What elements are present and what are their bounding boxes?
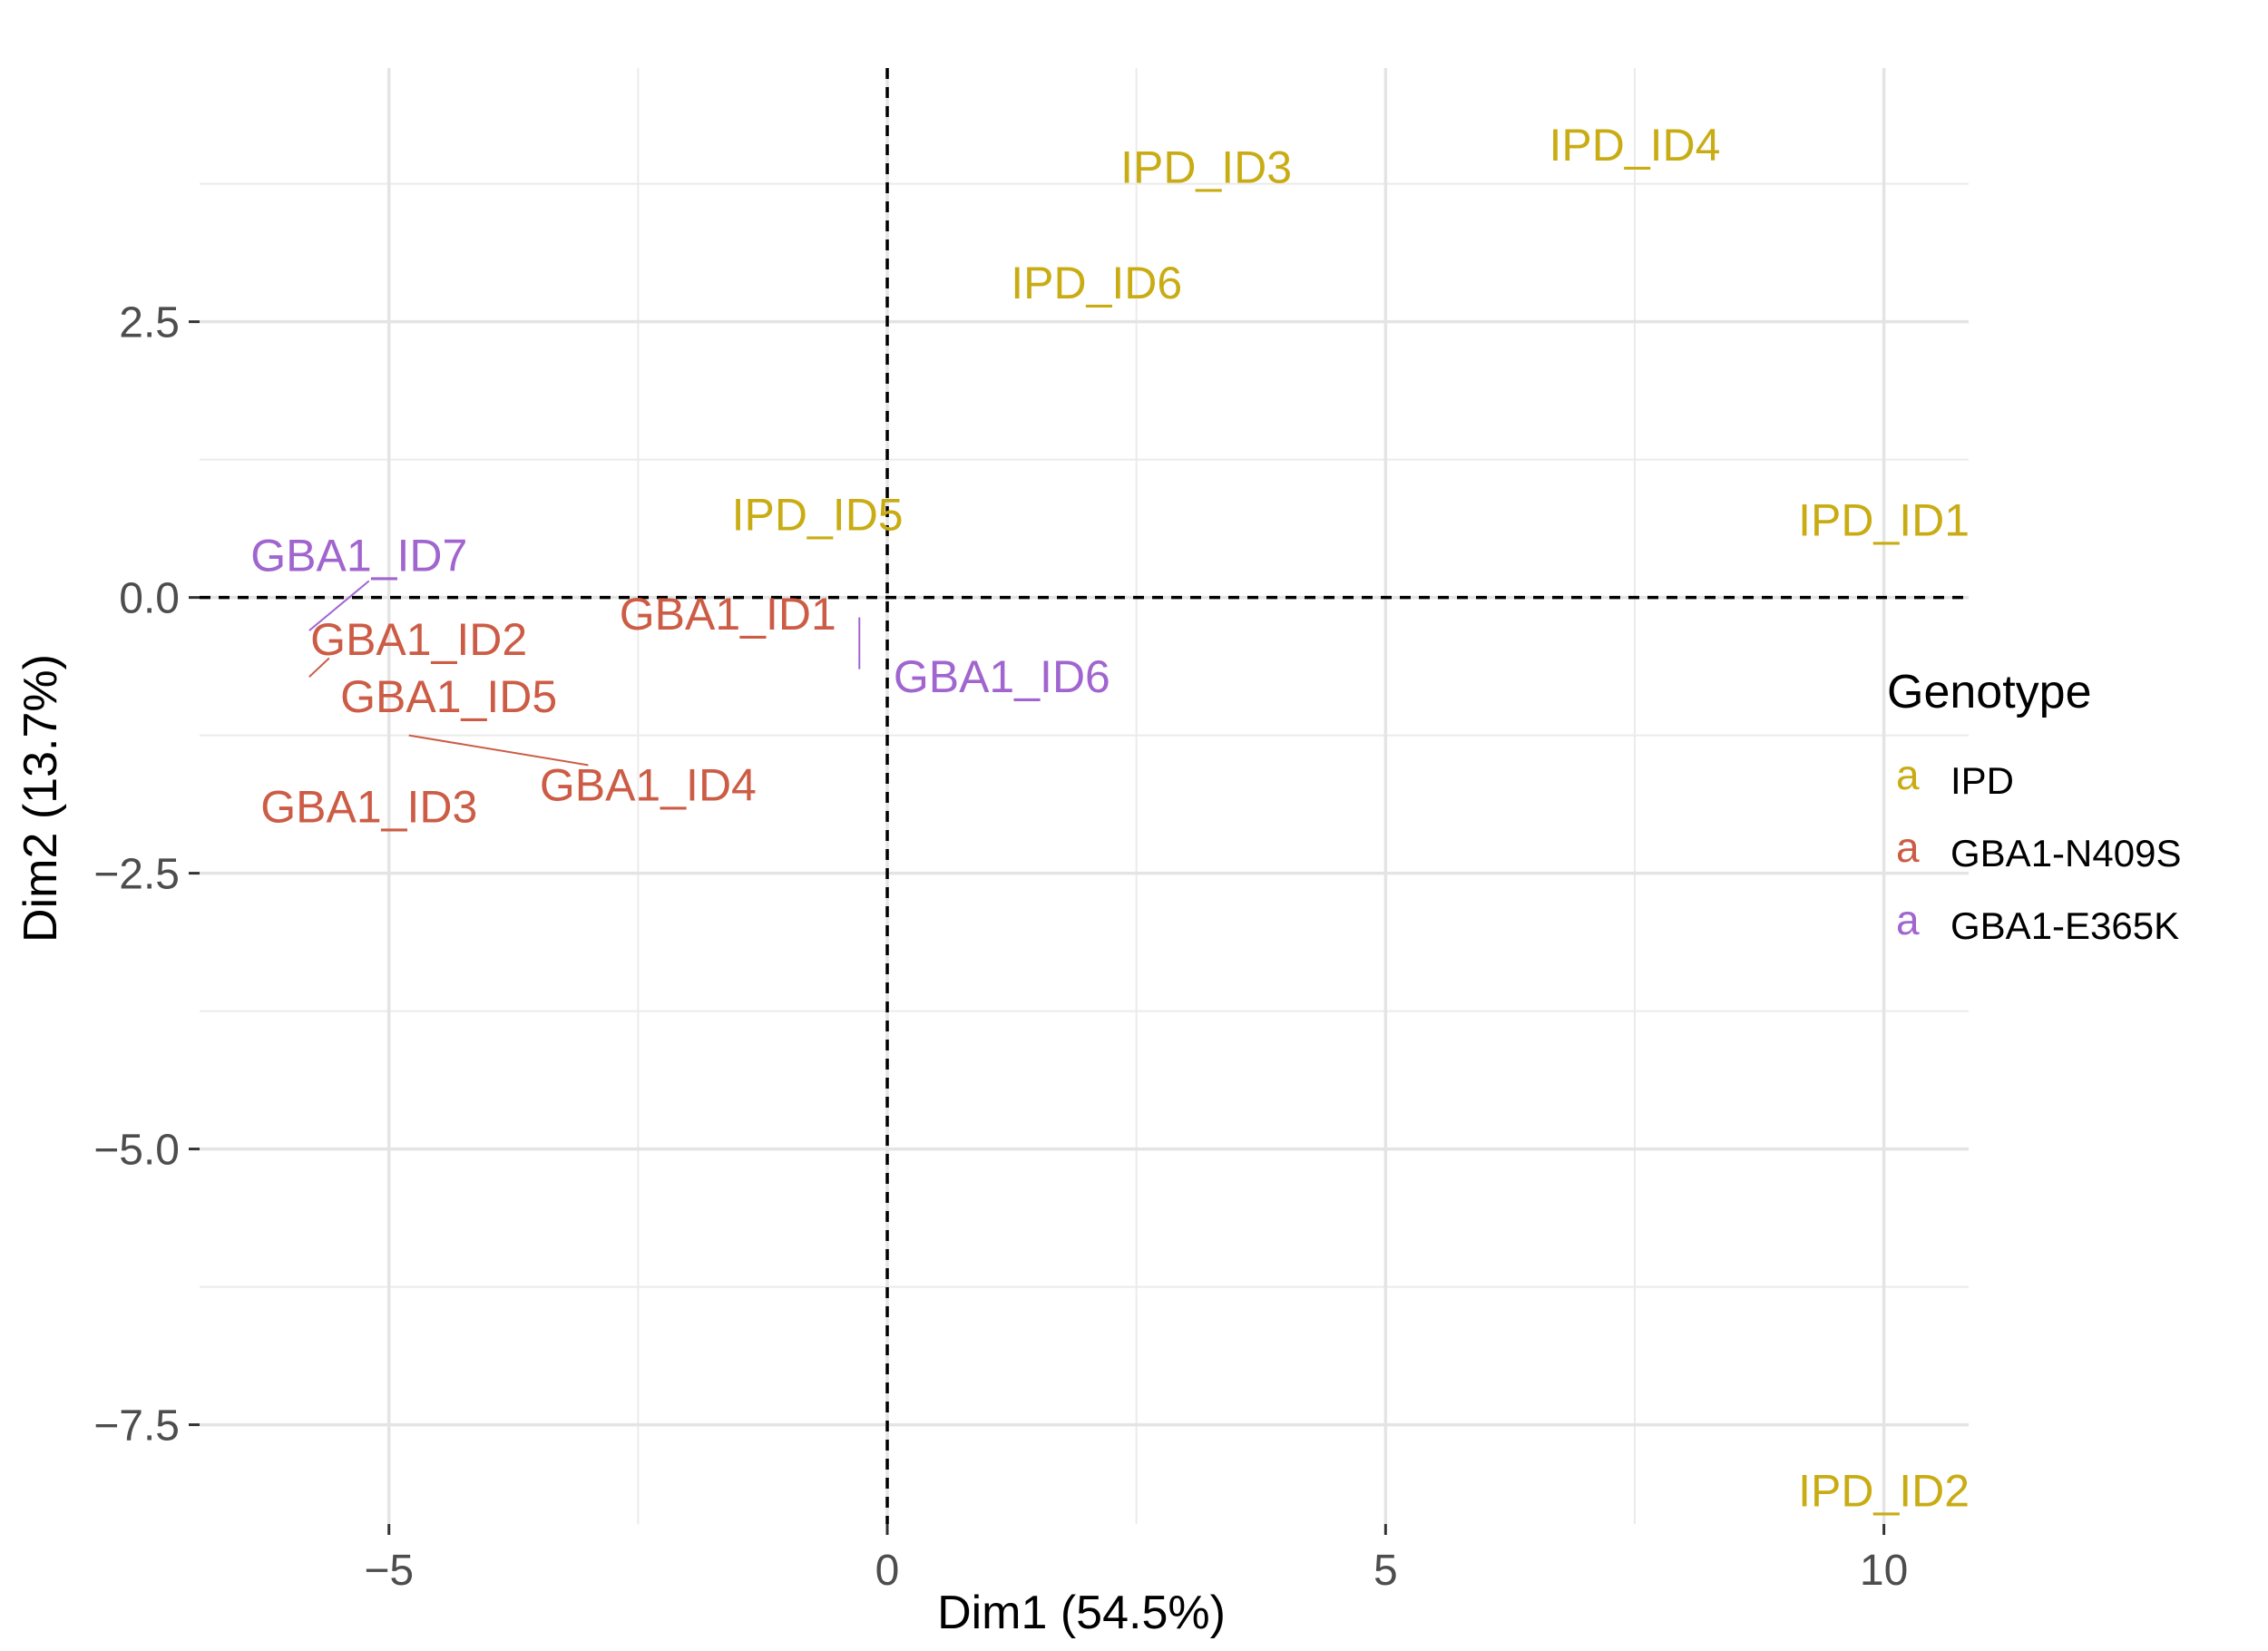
point-label-gba1-id7: GBA1_ID7 xyxy=(250,530,467,581)
point-label-ipd-id3: IPD_ID3 xyxy=(1120,142,1292,192)
x-axis-title: Dim1 (54.5%) xyxy=(937,1587,1226,1639)
y-axis-ticks: 2.5 0.0 −2.5 −5.0 −7.5 xyxy=(93,299,200,1451)
y-tick-label-1: 0.0 xyxy=(119,575,180,623)
point-label-gba1-id2: GBA1_ID2 xyxy=(310,614,527,665)
label-connector-2 xyxy=(408,734,589,767)
x-tick-label-2: 5 xyxy=(1374,1547,1398,1595)
point-label-ipd-id6: IPD_ID6 xyxy=(1011,258,1182,308)
x-axis-ticks: −5 0 5 10 xyxy=(364,1524,1908,1595)
point-label-ipd-id4: IPD_ID4 xyxy=(1549,120,1720,171)
point-label-gba1-id6: GBA1_ID6 xyxy=(894,651,1110,702)
legend-label-0: IPD xyxy=(1950,759,2014,802)
point-labels: IPD_ID1 IPD_ID2 IPD_ID3 IPD_ID4 IPD_ID5 IPD_I… xyxy=(250,120,1970,1516)
legend-key-2: a xyxy=(1896,896,1920,943)
x-tick-label-0: −5 xyxy=(364,1547,414,1595)
y-tick-label-0: 2.5 xyxy=(119,299,180,347)
legend-key-0: a xyxy=(1896,751,1920,798)
label-connector-0 xyxy=(308,580,370,631)
label-connector-1 xyxy=(308,657,330,678)
legend-label-1: GBA1-N409S xyxy=(1950,832,2181,874)
legend-key-1: a xyxy=(1896,824,1920,871)
label-connectors xyxy=(308,580,861,767)
x-tick-label-1: 0 xyxy=(875,1547,900,1595)
y-tick-label-3: −5.0 xyxy=(93,1127,180,1175)
point-label-ipd-id5: IPD_ID5 xyxy=(732,489,904,540)
y-axis-title: Dim2 (13.7%) xyxy=(15,654,67,943)
minor-gridlines xyxy=(200,68,1969,1524)
legend-entries: a IPD a GBA1-N409S a GBA1-E365K xyxy=(1896,751,2181,947)
reference-lines xyxy=(200,68,1969,1524)
legend: Genotype a IPD a GBA1-N409S a GBA1-E365K xyxy=(1887,666,2181,947)
x-tick-label-3: 10 xyxy=(1860,1547,1908,1595)
point-label-gba1-id3: GBA1_ID3 xyxy=(260,782,477,833)
point-label-gba1-id5: GBA1_ID5 xyxy=(340,671,557,722)
y-tick-label-4: −7.5 xyxy=(93,1402,180,1451)
point-label-ipd-id2: IPD_ID2 xyxy=(1798,1466,1970,1517)
point-label-gba1-id4: GBA1_ID4 xyxy=(540,759,757,810)
point-label-ipd-id1: IPD_ID1 xyxy=(1798,495,1970,546)
legend-label-2: GBA1-E365K xyxy=(1950,904,2179,947)
point-label-gba1-id1: GBA1_ID1 xyxy=(620,589,836,640)
legend-title: Genotype xyxy=(1887,666,2092,718)
y-tick-label-2: −2.5 xyxy=(93,851,180,899)
